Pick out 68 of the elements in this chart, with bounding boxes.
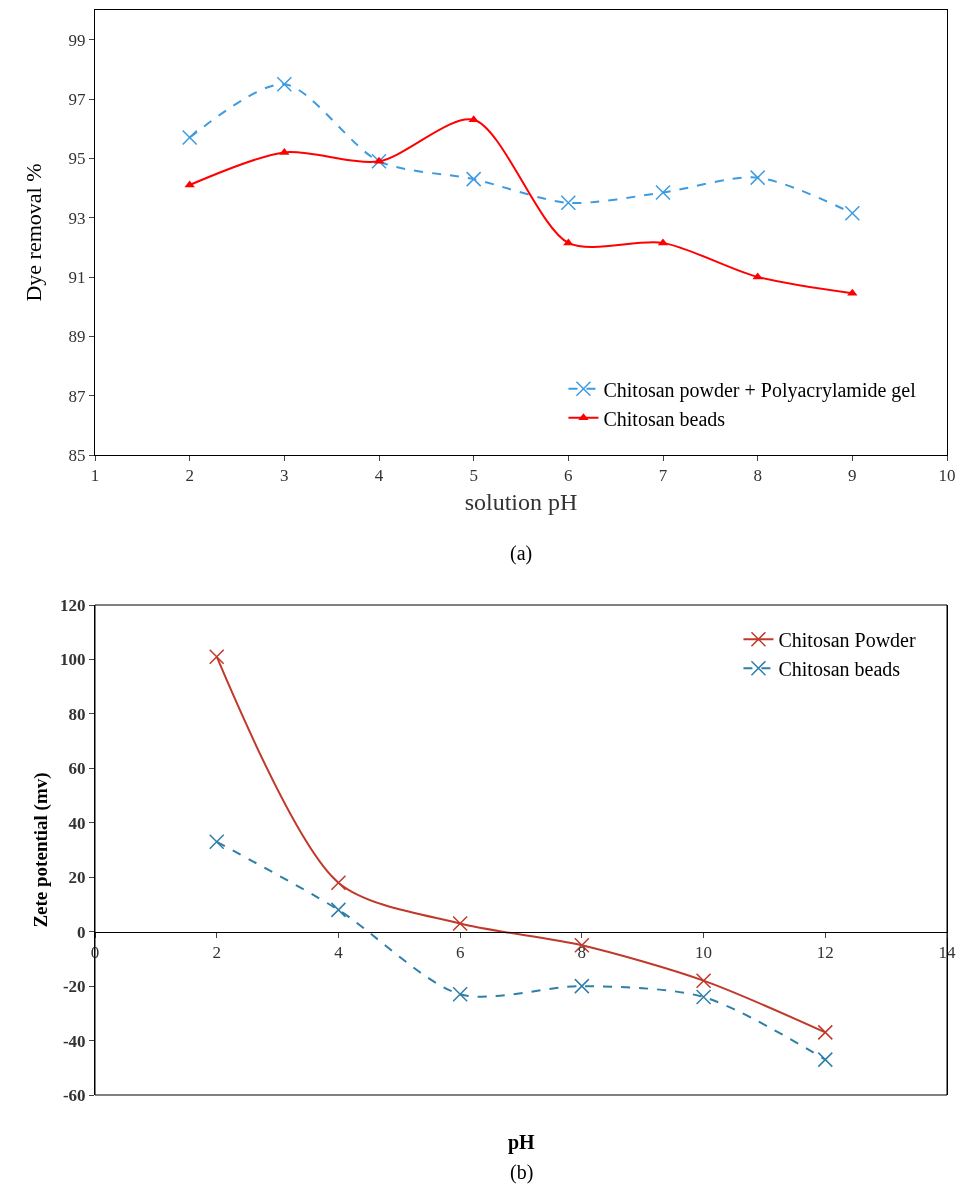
y-tick-label: -20 <box>62 977 86 997</box>
y-tick-label: 93 <box>68 208 86 228</box>
point <box>208 648 225 665</box>
y-tick-label: 120 <box>60 595 86 615</box>
x-tick-label: 5 <box>469 466 478 486</box>
x-tick-label: 8 <box>577 943 587 963</box>
y-tick-label: 20 <box>68 868 86 888</box>
text: (a) <box>510 542 533 565</box>
y-tick-label: 85 <box>68 445 86 465</box>
y-tick-label: -60 <box>62 1085 86 1105</box>
y-tick-label: 80 <box>68 704 86 724</box>
point <box>330 902 347 918</box>
point <box>468 115 479 123</box>
y-tick-label: 40 <box>68 813 86 833</box>
legend-label: Chitosan powder + Polyacrylamide gel <box>603 378 917 402</box>
y-axis-title: Dye removal % <box>21 163 46 302</box>
x-tick-label: 10 <box>695 943 713 963</box>
y-tick-label: 60 <box>68 759 86 779</box>
point <box>695 972 712 989</box>
x-tick-label: 4 <box>374 466 384 486</box>
point <box>560 195 577 211</box>
x-axis-title: pH <box>508 1131 536 1154</box>
point <box>847 288 858 296</box>
y-tick-label: 97 <box>68 89 87 109</box>
legend-label: Chitosan beads <box>778 658 901 680</box>
point <box>817 1051 834 1068</box>
text: (b) <box>510 1161 534 1184</box>
y-tick-label: 87 <box>68 386 87 406</box>
x-tick-label: 7 <box>658 466 668 486</box>
x-tick-label: 12 <box>816 943 834 963</box>
x-tick-label: 3 <box>280 466 289 486</box>
point <box>695 989 712 1005</box>
x-tick-label: 6 <box>455 943 465 963</box>
point <box>276 76 293 92</box>
x-tick-label: 9 <box>848 466 857 486</box>
point <box>452 915 468 932</box>
point <box>452 986 468 1003</box>
x-tick-label: 4 <box>334 943 344 963</box>
x-tick-label: 8 <box>753 466 762 486</box>
point <box>844 205 861 221</box>
y-tick-label: 89 <box>68 327 86 347</box>
point <box>574 978 590 994</box>
x-tick-label: 6 <box>564 466 573 486</box>
y-tick-label: 100 <box>60 650 86 670</box>
legend-label: Chitosan Powder <box>778 629 916 651</box>
point <box>208 834 225 850</box>
x-tick-label: 10 <box>938 466 956 486</box>
point <box>749 169 766 186</box>
x-tick-label: 2 <box>212 943 221 963</box>
point <box>330 874 347 891</box>
point <box>563 238 574 246</box>
x-tick-label: 2 <box>185 466 194 486</box>
x-axis-title: solution pH <box>464 488 578 515</box>
point <box>181 129 198 146</box>
y-axis-title: Zete potential (mv) <box>30 772 52 928</box>
point <box>371 153 387 170</box>
point <box>752 272 763 280</box>
x-tick-label: 1 <box>90 466 100 486</box>
point <box>279 147 290 155</box>
y-tick-label: 0 <box>77 922 86 942</box>
y-tick-label: 91 <box>68 267 86 287</box>
point <box>655 184 671 201</box>
y-tick-label: -40 <box>62 1031 86 1051</box>
point <box>465 171 482 187</box>
point <box>817 1024 834 1041</box>
legend-label: Chitosan beads <box>603 407 726 430</box>
y-tick-label: 99 <box>68 30 86 50</box>
y-tick-label: 95 <box>68 149 86 169</box>
